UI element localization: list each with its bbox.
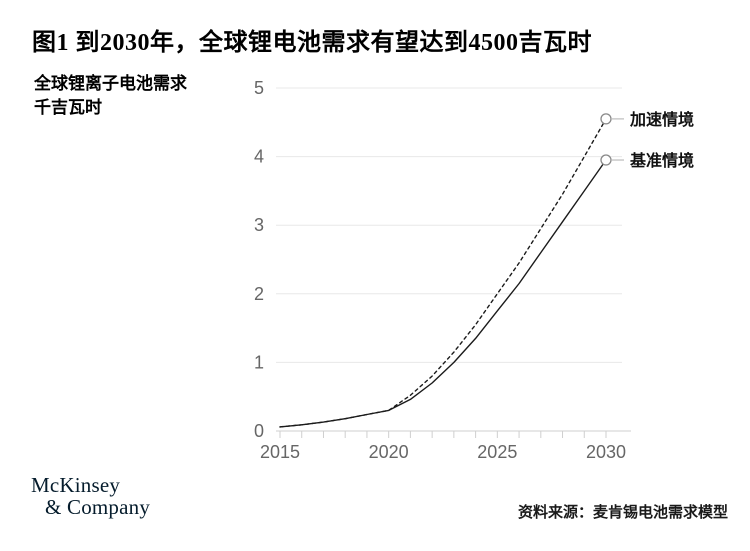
y-axis-title-line1: 全球锂离子电池需求	[34, 74, 187, 93]
y-tick-label: 5	[254, 78, 264, 98]
y-tick-label: 0	[254, 421, 264, 441]
chart-title: 图1 到2030年，全球锂电池需求有望达到4500吉瓦时	[32, 30, 592, 56]
y-axis-title: 全球锂离子电池需求 千吉瓦时	[34, 72, 187, 120]
legend-label: 基准情境	[629, 151, 694, 170]
legend-label: 加速情境	[629, 110, 694, 129]
source-note: 资料来源：麦肯锡电池需求模型	[517, 505, 728, 521]
x-tick-label: 2015	[260, 442, 300, 462]
x-tick-label: 2030	[586, 442, 626, 462]
series-line-dashed	[279, 118, 607, 428]
mckinsey-logo: McKinsey & Company	[31, 474, 150, 518]
y-tick-label: 3	[254, 215, 264, 235]
series-end-marker	[600, 113, 612, 125]
y-tick-label: 1	[254, 352, 264, 372]
series-line-solid	[279, 159, 607, 428]
logo-line2: & Company	[45, 495, 151, 519]
x-tick-label: 2020	[369, 442, 409, 462]
series-end-marker	[600, 154, 612, 166]
y-tick-label: 4	[254, 147, 264, 167]
y-axis-title-line2: 千吉瓦时	[34, 98, 102, 117]
x-tick-label: 2025	[477, 442, 517, 462]
logo-line1: McKinsey	[31, 473, 121, 497]
y-tick-label: 2	[254, 284, 264, 304]
